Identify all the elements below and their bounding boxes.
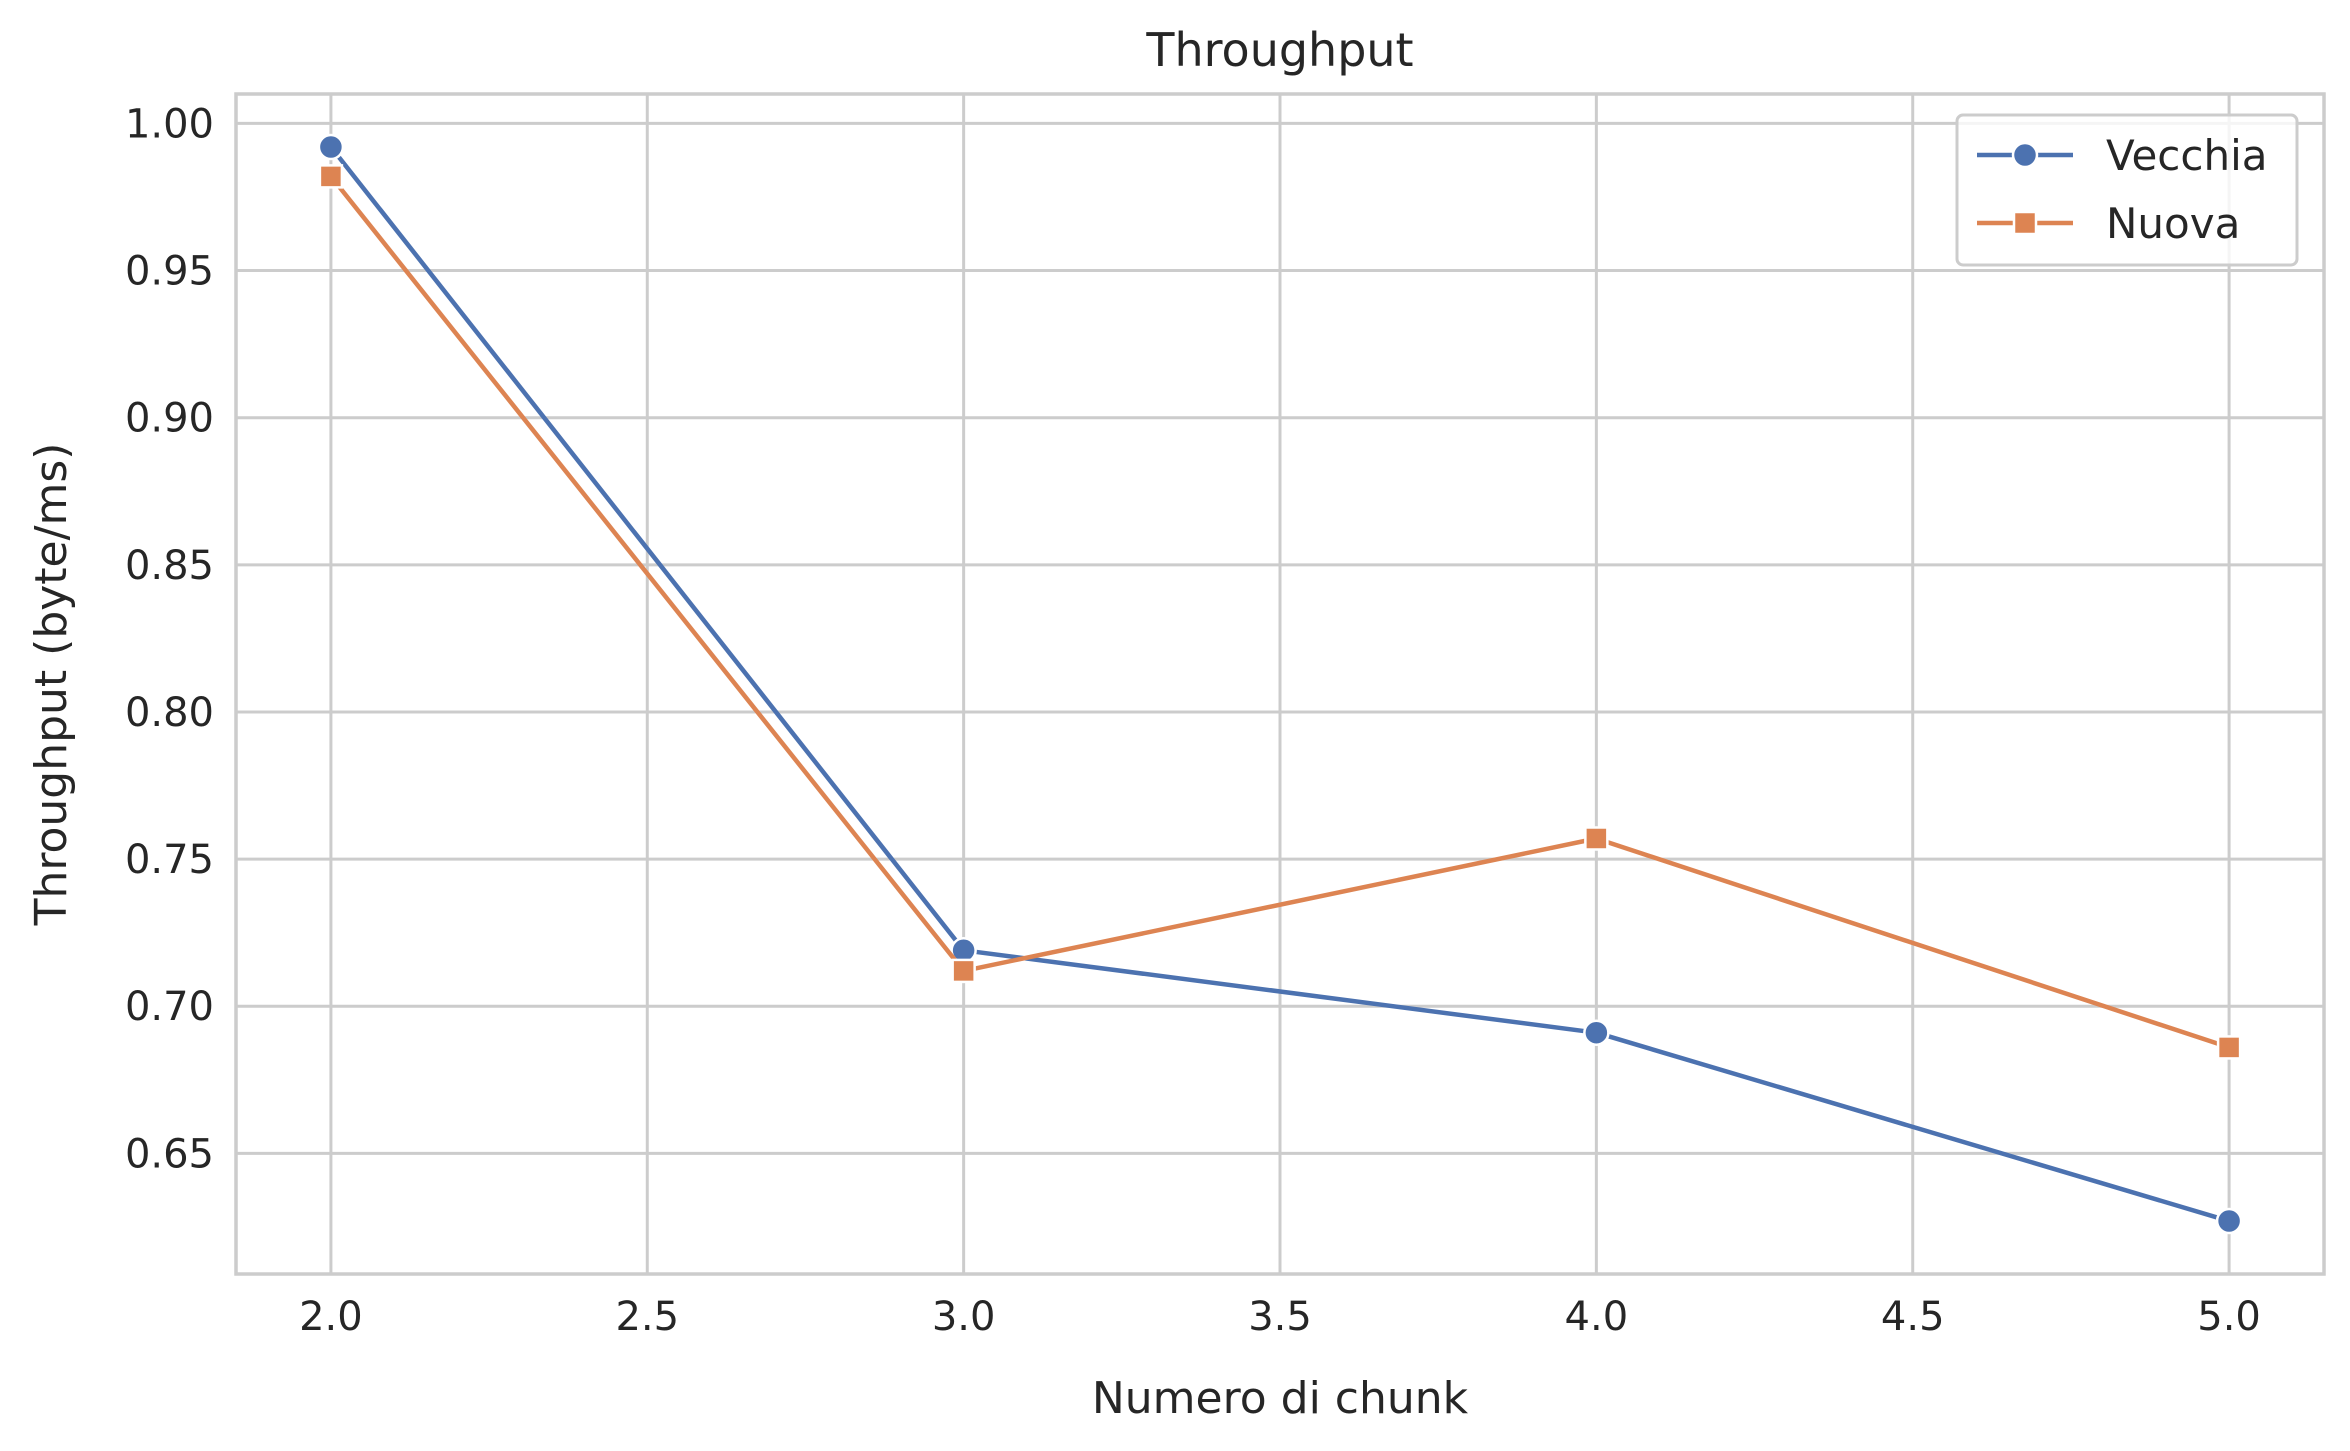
x-tick-label: 4.0: [1565, 1294, 1629, 1340]
y-tick-label: 1.00: [125, 101, 214, 147]
legend: Vecchia Nuova: [1955, 113, 2299, 267]
data-point-vecchia: [1583, 1019, 1610, 1046]
data-point-nuova: [951, 958, 976, 984]
legend-label-vecchia: Vecchia: [2106, 131, 2268, 180]
data-point-nuova: [1584, 826, 1609, 851]
data-point-nuova: [318, 164, 344, 189]
legend-marker-vecchia: [2011, 141, 2039, 169]
y-tick-label: 0.90: [125, 396, 214, 442]
series-line-nuova: [329, 174, 2230, 1050]
y-tick-label: 0.85: [125, 543, 214, 589]
legend-label-nuova: Nuova: [2106, 199, 2240, 248]
series-nuova: [318, 164, 2242, 1060]
legend-marker-nuova: [2012, 210, 2038, 236]
y-tick-label: 0.70: [125, 984, 214, 1030]
x-tick-label: 2.5: [615, 1294, 679, 1340]
data-point-nuova: [2216, 1035, 2242, 1060]
x-tick-label: 4.5: [1881, 1294, 1945, 1340]
series-vecchia: [317, 133, 2243, 1235]
x-tick-label: 2.0: [299, 1294, 363, 1340]
tick-labels: 2.0 2.5 3.0 3.5 4.0 4.5 5.0 0.65 0.70 0.75 0.80 0.8…: [125, 101, 2261, 1340]
x-axis-label: Numero di chunk: [1092, 1373, 1469, 1424]
legend-item-nuova: Nuova: [1977, 199, 2240, 248]
grid: [236, 94, 2324, 1274]
data-point-vecchia: [317, 133, 345, 161]
y-axis-label: Throughput (byte/ms): [26, 443, 77, 927]
chart-title: Throughput: [1145, 23, 1413, 77]
series-layer: [317, 133, 2243, 1235]
x-tick-label: 3.0: [932, 1294, 996, 1340]
y-tick-label: 0.65: [125, 1131, 214, 1177]
y-tick-label: 0.80: [125, 690, 214, 736]
legend-box: [1955, 113, 2299, 267]
plot-frame: [234, 92, 2326, 1276]
y-tick-label: 0.75: [125, 837, 214, 883]
x-tick-label: 5.0: [2197, 1294, 2261, 1340]
data-point-vecchia: [2215, 1207, 2243, 1235]
legend-item-vecchia: Vecchia: [1977, 131, 2268, 180]
y-tick-label: 0.95: [125, 249, 214, 295]
x-tick-label: 3.5: [1248, 1294, 1312, 1340]
series-line-vecchia: [329, 145, 2230, 1224]
